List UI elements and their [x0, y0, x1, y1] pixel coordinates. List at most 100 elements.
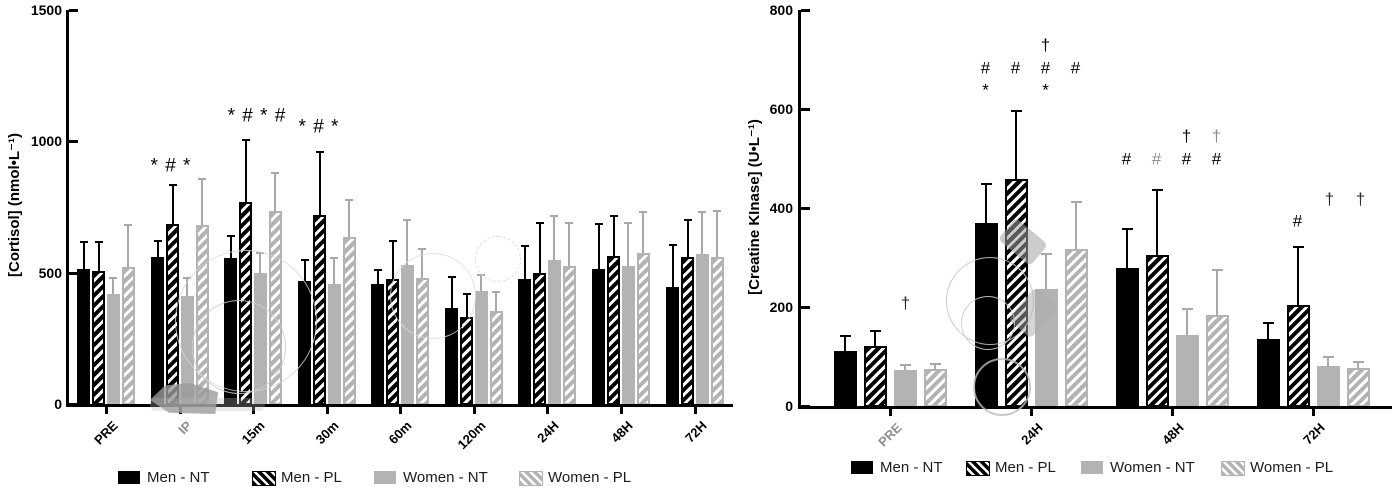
bar-men-nt-120m	[445, 308, 459, 405]
error-bar-cap	[520, 245, 529, 248]
legend-swatch-men-pl	[966, 461, 990, 476]
x-tick-label-24h: 24H	[1018, 420, 1046, 448]
error-bar-cap	[271, 171, 280, 174]
error-bar-cap	[1010, 109, 1022, 112]
x-axis-tick	[1312, 409, 1315, 416]
legend-swatch-men-nt	[118, 471, 140, 484]
error-bar	[1126, 229, 1128, 274]
error-bar	[716, 210, 719, 263]
significance-annotation: *	[982, 80, 990, 100]
error-bar-cap	[477, 274, 486, 277]
significance-annotation: #	[1121, 149, 1133, 169]
x-axis-tick	[889, 409, 892, 416]
error-bar	[874, 330, 876, 352]
bar-women-pl-72h	[710, 256, 724, 405]
y-tick-label: 400	[769, 200, 793, 216]
significance-annotation: †	[1211, 126, 1223, 146]
cortisol-y-axis-title: [Cortisol] (nmol•L⁻¹)	[6, 133, 23, 277]
error-bar-cap	[535, 221, 544, 224]
error-bar-cap	[1121, 228, 1133, 231]
error-bar	[627, 222, 630, 273]
error-bar-cap	[315, 150, 324, 153]
bar-men-pl-120m	[460, 317, 474, 405]
y-axis	[798, 10, 801, 409]
error-bar-cap	[839, 334, 851, 337]
error-bar	[597, 224, 600, 275]
error-bar	[450, 276, 453, 315]
error-bar	[82, 242, 85, 275]
x-axis-tick	[105, 407, 108, 414]
bar-men-pl-48h	[1145, 255, 1169, 407]
y-axis-tick	[801, 306, 810, 309]
x-axis-tick	[326, 407, 329, 414]
bar-men-nt-48h	[592, 268, 606, 405]
error-bar-cap	[373, 269, 382, 272]
error-bar	[391, 241, 394, 286]
bar-men-pl-pre	[863, 345, 887, 407]
x-axis-tick	[694, 407, 697, 414]
error-bar-cap	[1292, 246, 1304, 249]
error-bar	[274, 172, 277, 217]
error-bar-cap	[168, 183, 177, 186]
error-bar-cap	[698, 211, 707, 214]
legend-swatch-women-pl	[1221, 461, 1245, 476]
bar-men-pl-72h	[1286, 305, 1310, 407]
y-axis-tick	[801, 207, 810, 210]
error-bar-cap	[980, 183, 992, 186]
bar-men-pl-24h	[533, 272, 547, 405]
error-bar	[1015, 110, 1017, 186]
error-bar	[686, 220, 689, 263]
error-bar	[127, 225, 130, 274]
error-bar	[465, 293, 468, 324]
y-tick-label: 0	[785, 398, 793, 414]
error-bar	[495, 292, 498, 317]
x-axis-tick	[252, 407, 255, 414]
legend-label-men-pl: Men - PL	[281, 469, 342, 486]
error-bar	[318, 151, 321, 221]
significance-annotation: * # *	[150, 155, 192, 177]
bar-women-nt-15m	[253, 272, 267, 405]
error-bar	[568, 222, 571, 273]
error-bar-cap	[609, 215, 618, 218]
x-axis	[66, 404, 733, 407]
y-tick-label: 800	[769, 2, 793, 18]
bar-men-nt-24h	[518, 279, 532, 405]
bar-men-nt-pre	[77, 268, 91, 405]
y-tick-label: 500	[38, 264, 62, 281]
error-bar	[259, 252, 262, 279]
error-bar	[523, 246, 526, 286]
y-axis-tick	[69, 271, 78, 275]
error-bar-cap	[1181, 307, 1193, 310]
significance-annotation: #	[1010, 58, 1022, 78]
error-bar-cap	[639, 211, 648, 214]
bar-women-nt-72h	[695, 254, 709, 405]
bar-men-nt-pre	[833, 350, 857, 407]
bar-women-nt-ip	[180, 296, 194, 405]
bar-women-nt-pre	[893, 370, 917, 407]
error-bar-cap	[624, 221, 633, 224]
significance-annotation: #	[1070, 58, 1082, 78]
error-bar-cap	[869, 329, 881, 332]
error-bar	[1156, 190, 1158, 262]
error-bar	[333, 258, 336, 291]
bar-women-nt-30m	[327, 284, 341, 405]
error-bar	[244, 140, 247, 208]
error-bar	[186, 277, 189, 303]
error-bar-cap	[124, 224, 133, 227]
x-tick-label-72h: 72H	[682, 418, 710, 446]
error-bar-cap	[345, 199, 354, 202]
error-bar	[201, 179, 204, 232]
error-bar-cap	[492, 291, 501, 294]
error-bar-cap	[109, 276, 118, 279]
bar-women-pl-48h	[1205, 314, 1229, 407]
x-axis	[798, 406, 1392, 409]
error-bar	[1186, 308, 1188, 342]
bar-men-pl-60m	[386, 279, 400, 405]
y-axis-tick	[69, 9, 78, 12]
y-axis-tick	[69, 140, 78, 144]
error-bar	[985, 184, 987, 229]
error-bar	[671, 245, 674, 294]
error-bar	[303, 259, 306, 287]
error-bar-cap	[1322, 355, 1334, 358]
bar-women-nt-60m	[400, 264, 414, 405]
